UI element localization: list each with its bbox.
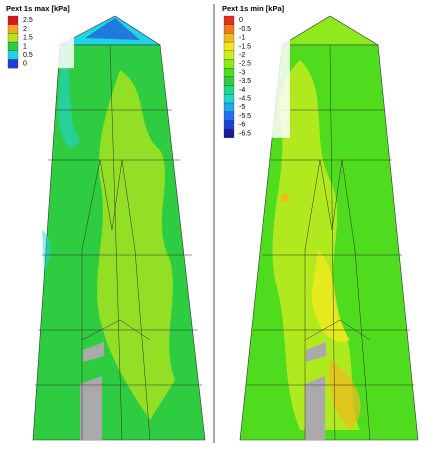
legend-label: -3.5	[239, 78, 251, 85]
grey-panel	[305, 376, 325, 440]
legend-label: -1	[239, 35, 245, 42]
legend-label: -4	[239, 87, 245, 94]
legend-label: -6.5	[239, 130, 251, 137]
legend-swatch	[7, 59, 19, 69]
legend-label: -4.5	[239, 96, 251, 103]
panel-lines	[246, 44, 414, 441]
legend-swatch	[223, 76, 235, 86]
legend-swatch	[223, 50, 235, 60]
legend-swatch	[7, 50, 19, 60]
legend-label: -2.5	[239, 61, 251, 68]
legend-swatch	[223, 128, 235, 138]
tower-right	[239, 15, 419, 441]
contour-region	[42, 230, 51, 270]
legend-swatch	[223, 120, 235, 130]
grey-panel	[80, 376, 102, 440]
grey-panel	[83, 342, 104, 362]
legend-label: -5.5	[239, 113, 251, 120]
legend-title: Pext 1s max [kPa]	[6, 4, 70, 13]
legend-label: -6	[239, 122, 245, 129]
tower-left	[32, 15, 206, 441]
legend-swatch	[223, 15, 235, 25]
legend-label: 2	[23, 26, 27, 33]
legend-swatch	[7, 33, 19, 43]
legend-label: 0.5	[23, 52, 33, 59]
legend-swatch	[223, 85, 235, 95]
legend-swatch	[7, 15, 19, 25]
legend-label: -0.5	[239, 26, 251, 33]
legend-swatch	[223, 33, 235, 43]
panel-lines	[35, 44, 202, 441]
legend-swatch	[223, 68, 235, 78]
contour-region	[97, 70, 175, 420]
legend-title: Pext 1s min [kPa]	[222, 4, 285, 13]
contour-region	[328, 360, 361, 430]
legend-label: -2	[239, 52, 245, 59]
contour-region	[311, 250, 350, 342]
roof-patch	[85, 18, 140, 40]
legend-swatch	[7, 41, 19, 51]
legend-label: 0	[23, 61, 27, 68]
legend-label: 2.5	[23, 17, 33, 24]
legend-swatch	[223, 94, 235, 104]
grey-panel	[306, 342, 326, 362]
contour-region	[58, 50, 80, 149]
legend-swatch	[223, 41, 235, 51]
legend-label: -1.5	[239, 43, 251, 50]
legend-label: 1.5	[23, 35, 33, 42]
legend-swatch	[223, 102, 235, 112]
legend-label: -5	[239, 104, 245, 111]
contour-region	[281, 194, 289, 202]
legend-swatch	[223, 24, 235, 34]
legend-label: 0	[239, 17, 243, 24]
legend-label: 1	[23, 43, 27, 50]
legend-swatch	[7, 24, 19, 34]
legend-swatch	[223, 59, 235, 69]
legend-label: -3	[239, 69, 245, 76]
legend-swatch	[223, 111, 235, 121]
